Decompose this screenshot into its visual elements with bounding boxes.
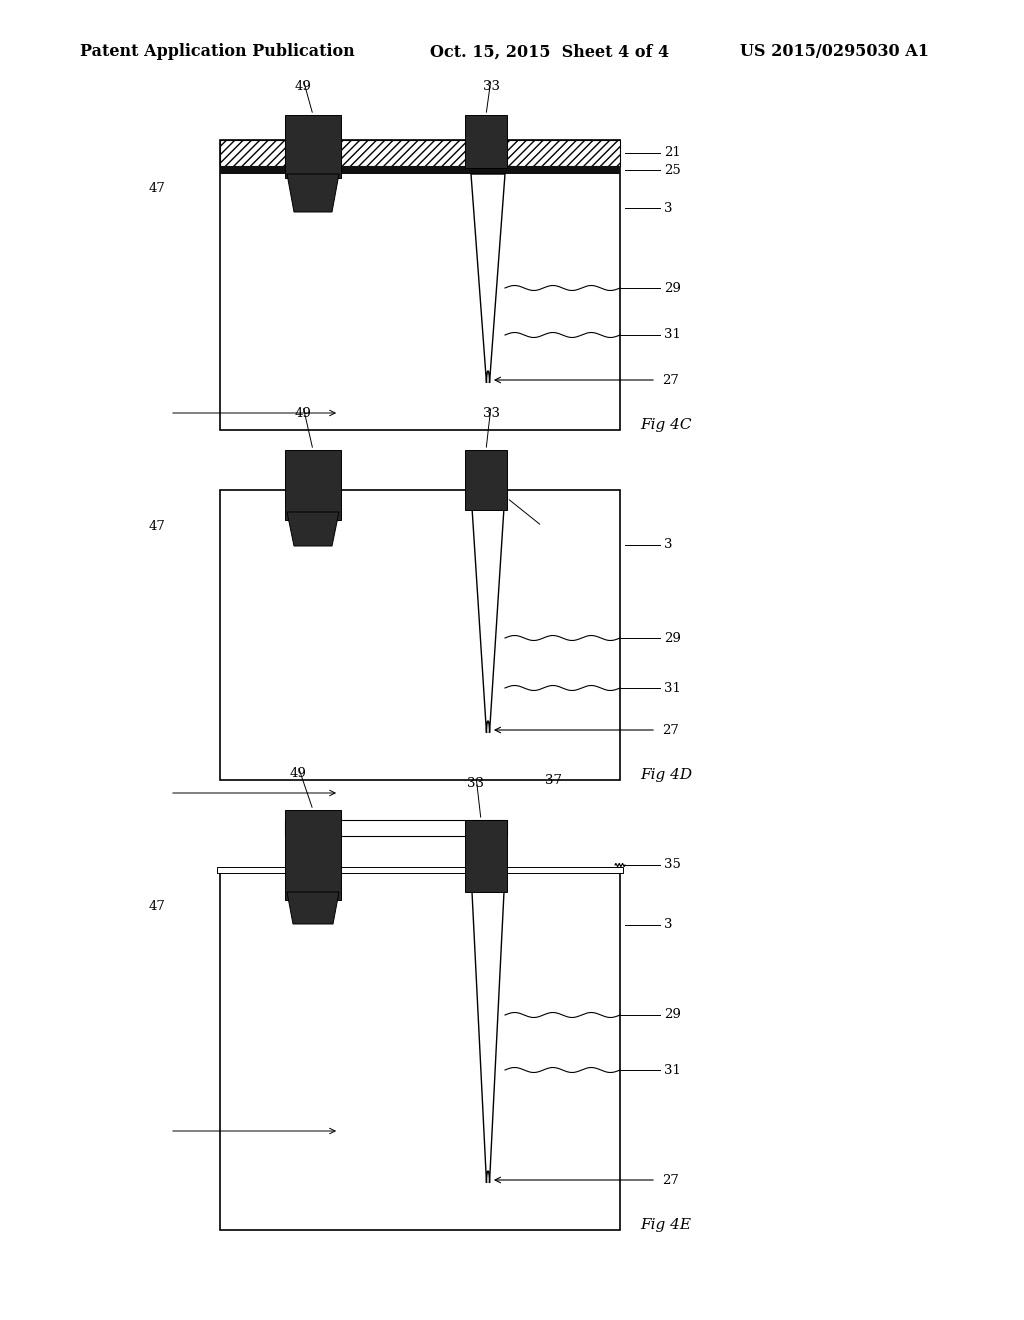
Text: 47: 47	[148, 182, 165, 195]
Bar	[465, 115, 507, 168]
Text: 29: 29	[664, 1008, 681, 1022]
Text: 29: 29	[664, 631, 681, 644]
Bar	[465, 820, 507, 892]
Bar	[220, 490, 620, 780]
Text: 3: 3	[664, 539, 673, 552]
Bar	[507, 140, 620, 166]
Text: Fig 4D: Fig 4D	[640, 768, 692, 781]
Text: 33: 33	[468, 777, 484, 789]
Text: 25: 25	[664, 164, 681, 177]
Text: 31: 31	[664, 329, 681, 342]
Text: 27: 27	[662, 723, 679, 737]
Text: 31: 31	[664, 1064, 681, 1077]
Text: US 2015/0295030 A1: US 2015/0295030 A1	[740, 44, 929, 61]
Text: Fig 4E: Fig 4E	[640, 1218, 691, 1232]
Text: 27: 27	[662, 374, 679, 387]
Text: 35: 35	[664, 858, 681, 871]
Text: 33: 33	[482, 81, 500, 92]
Bar	[220, 140, 285, 166]
Text: 21: 21	[664, 147, 681, 160]
Bar	[465, 450, 507, 510]
Bar	[217, 867, 623, 873]
Polygon shape	[287, 174, 339, 213]
Text: 31: 31	[664, 681, 681, 694]
Bar	[220, 870, 620, 1230]
Polygon shape	[471, 873, 505, 1183]
Polygon shape	[471, 174, 505, 383]
Polygon shape	[471, 492, 505, 733]
Text: 47: 47	[148, 900, 165, 913]
Bar	[285, 820, 507, 836]
Text: 47: 47	[148, 520, 165, 533]
Text: 3: 3	[664, 202, 673, 214]
Text: Fig 4C: Fig 4C	[640, 418, 691, 432]
Bar	[220, 166, 620, 174]
Text: 49: 49	[295, 407, 311, 420]
Text: 29: 29	[664, 281, 681, 294]
Text: 49: 49	[290, 767, 306, 780]
Bar	[285, 450, 341, 520]
Text: Patent Application Publication: Patent Application Publication	[80, 44, 354, 61]
Bar	[285, 115, 341, 178]
Text: 33: 33	[482, 407, 500, 420]
Text: Oct. 15, 2015  Sheet 4 of 4: Oct. 15, 2015 Sheet 4 of 4	[430, 44, 669, 61]
Bar	[341, 140, 465, 166]
Text: 37: 37	[545, 774, 562, 787]
Text: 3: 3	[664, 919, 673, 932]
Polygon shape	[287, 512, 339, 546]
Text: 27: 27	[662, 1173, 679, 1187]
Bar	[220, 140, 620, 430]
Text: 49: 49	[295, 81, 311, 92]
Bar	[285, 810, 341, 900]
Polygon shape	[287, 892, 339, 924]
